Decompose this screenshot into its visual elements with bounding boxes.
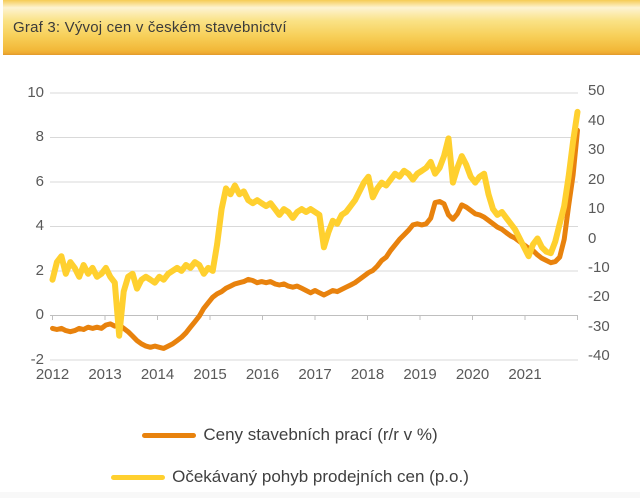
legend-swatch-yellow-line [111, 474, 166, 480]
right-axis-tick--10: -10 [588, 258, 610, 276]
legend: Ceny stavebních prací (r/r v %) Očekávan… [0, 420, 640, 498]
left-axis-tick--2: -2 [30, 350, 44, 368]
left-axis-tick-6: 6 [35, 172, 44, 190]
left-axis-tick-8: 8 [35, 128, 44, 145]
legend-label-expected-selling-prices: Očekávaný pohyb prodejních cen (p.o.) [172, 467, 469, 486]
x-axis-year-2019: 2019 [403, 366, 437, 383]
right-axis-tick--20: -20 [588, 288, 610, 306]
legend-item-construction-prices: Ceny stavebních prací (r/r v %) [0, 420, 610, 450]
left-axis-tick-10: 10 [27, 83, 44, 101]
x-axis-year-2014: 2014 [140, 366, 175, 383]
x-axis-year-2013: 2013 [88, 366, 122, 383]
right-axis-tick-40: 40 [588, 111, 605, 129]
right-axis-tick-30: 30 [588, 141, 605, 159]
series-line-expected-selling-prices [49, 108, 581, 339]
left-axis-tick-2: 2 [35, 261, 44, 279]
right-axis-tick-0: 0 [588, 229, 597, 247]
legend-item-expected-selling-prices: Očekávaný pohyb prodejních cen (p.o.) [0, 462, 610, 492]
right-axis-tick-20: 20 [588, 170, 605, 188]
left-axis-tick-4: 4 [35, 217, 44, 234]
x-axis-year-2012: 2012 [35, 366, 70, 383]
series-line-construction-prices [50, 127, 580, 351]
x-axis-year-2020: 2020 [455, 366, 490, 383]
x-axis-year-2017: 2017 [298, 366, 332, 383]
right-axis-tick--40: -40 [588, 347, 610, 365]
legend-swatch-orange-line [142, 432, 197, 438]
chart-title-bar: Graf 3: Vývoj cen v českém stavebnictví [0, 0, 640, 55]
right-axis-tick-10: 10 [588, 200, 605, 218]
x-axis-year-2016: 2016 [245, 366, 280, 383]
x-axis-year-2018: 2018 [350, 366, 385, 383]
x-axis-year-2015: 2015 [193, 366, 227, 383]
legend-label-construction-prices: Ceny stavebních prací (r/r v %) [203, 425, 438, 444]
left-axis-tick-0: 0 [35, 306, 44, 323]
right-axis-tick--30: -30 [588, 317, 610, 335]
bottom-strip [0, 492, 640, 498]
x-axis-year-2021: 2021 [508, 366, 542, 383]
right-axis-tick-50: 50 [588, 82, 605, 100]
chart-title: Graf 3: Vývoj cen v českém stavebnictví [13, 19, 287, 36]
